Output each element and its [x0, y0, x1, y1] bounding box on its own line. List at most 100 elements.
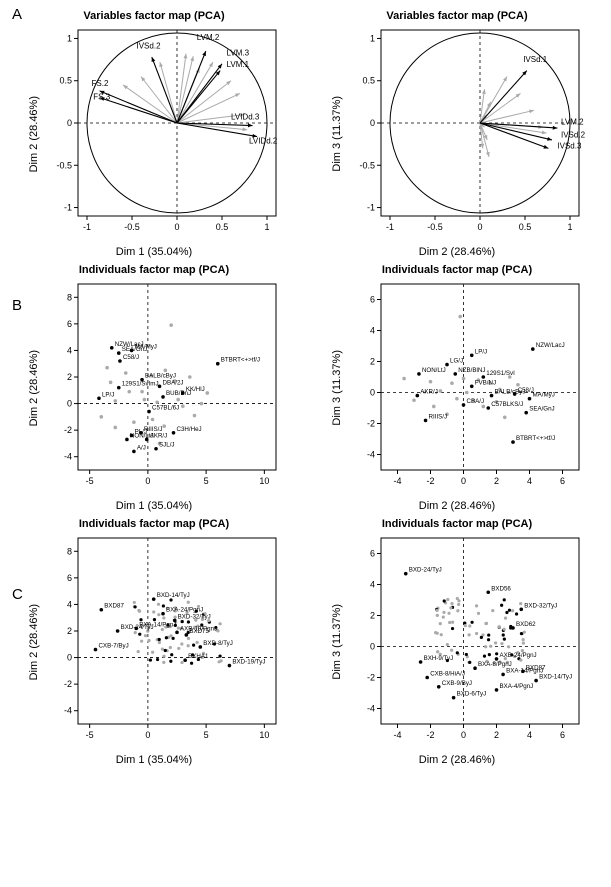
svg-text:CBA/J: CBA/J — [467, 398, 485, 405]
svg-text:IVSd.2: IVSd.2 — [561, 130, 585, 139]
svg-text:LG/J: LG/J — [450, 358, 463, 365]
svg-text:0: 0 — [370, 118, 375, 128]
svg-text:1: 1 — [370, 33, 375, 43]
svg-text:-0.5: -0.5 — [56, 160, 72, 170]
svg-text:4: 4 — [370, 326, 375, 336]
chart-a-left: Variables factor map (PCA) Dim 2 (28.46%… — [14, 10, 294, 258]
svg-text:IVSd.2: IVSd.2 — [137, 42, 162, 51]
ylab-c-right: Dim 3 (11.37%) — [329, 604, 345, 680]
svg-text:BXA-4/PgnJ: BXA-4/PgnJ — [500, 683, 534, 690]
svg-text:6: 6 — [560, 730, 565, 740]
svg-text:2: 2 — [67, 372, 72, 382]
svg-text:-5: -5 — [86, 476, 94, 486]
svg-text:10: 10 — [259, 730, 269, 740]
svg-text:0: 0 — [67, 118, 72, 128]
svg-text:2: 2 — [67, 626, 72, 636]
xlab-c-left: Dim 1 (35.04%) — [116, 754, 192, 766]
svg-text:BXD-8/TyJ: BXD-8/TyJ — [203, 640, 233, 647]
svg-text:BXA-14/PgnJ: BXA-14/PgnJ — [139, 621, 176, 628]
svg-text:-1: -1 — [367, 203, 375, 213]
svg-text:0: 0 — [370, 642, 375, 652]
svg-text:129S1/SvI: 129S1/SvI — [486, 370, 515, 377]
svg-text:BTBRT<+>tf/J: BTBRT<+>tf/J — [516, 435, 555, 442]
chart-b-right: Individuals factor map (PCA) Dim 3 (11.3… — [317, 264, 597, 512]
svg-text:BXA-8/PgnJ: BXA-8/PgnJ — [478, 661, 512, 668]
svg-text:C3H/HeJ: C3H/HeJ — [177, 426, 202, 433]
svg-text:BXD87: BXD87 — [104, 603, 124, 610]
svg-text:BXD-14/TyJ: BXD-14/TyJ — [157, 592, 190, 599]
svg-text:C58/J: C58/J — [518, 387, 534, 394]
title-a-left: Variables factor map (PCA) — [83, 10, 224, 22]
svg-text:0: 0 — [67, 399, 72, 409]
svg-text:AXB-24/PgnJ: AXB-24/PgnJ — [500, 652, 537, 659]
svg-text:LVIDd.2: LVIDd.2 — [249, 136, 278, 145]
svg-text:5: 5 — [204, 476, 209, 486]
svg-text:C57BLKS/J: C57BLKS/J — [491, 401, 523, 408]
svg-text:BXD-6/TyJ: BXD-6/TyJ — [457, 691, 487, 698]
svg-text:A/J: A/J — [137, 444, 146, 451]
chart-c-right: Individuals factor map (PCA) Dim 3 (11.3… — [317, 518, 597, 766]
plot-b-left: -50510-4-202468NZW/LacJSEA/GnJMA/MyJC58/… — [42, 278, 282, 498]
svg-text:LP/J: LP/J — [102, 391, 114, 398]
svg-text:0: 0 — [145, 476, 150, 486]
xlab-a-right: Dim 2 (28.46%) — [419, 246, 495, 258]
title-c-left: Individuals factor map (PCA) — [79, 518, 229, 530]
svg-text:RIIIS/J: RIIIS/J — [429, 413, 448, 420]
svg-text:NZW/LacJ: NZW/LacJ — [536, 342, 565, 349]
svg-text:-0.5: -0.5 — [427, 222, 443, 232]
svg-text:BXD75: BXD75 — [189, 628, 209, 635]
svg-text:4: 4 — [67, 599, 72, 609]
svg-text:IVSd.1: IVSd.1 — [523, 55, 548, 64]
svg-text:FS.3: FS.3 — [93, 92, 110, 101]
svg-text:8: 8 — [67, 292, 72, 302]
svg-text:-1: -1 — [64, 203, 72, 213]
chart-a-right: Variables factor map (PCA) Dim 3 (11.37%… — [317, 10, 597, 258]
svg-text:BTBRT<+>tf/J: BTBRT<+>tf/J — [221, 357, 260, 364]
svg-text:-1: -1 — [386, 222, 394, 232]
svg-text:-2: -2 — [426, 730, 434, 740]
title-a-right: Variables factor map (PCA) — [386, 10, 527, 22]
svg-text:AKR/J: AKR/J — [150, 432, 168, 439]
svg-text:-2: -2 — [64, 679, 72, 689]
svg-text:FVB/NJ: FVB/NJ — [475, 379, 496, 386]
svg-text:MA/MyJ: MA/MyJ — [135, 343, 157, 350]
svg-text:-2: -2 — [426, 476, 434, 486]
svg-text:IVSd.3: IVSd.3 — [557, 141, 582, 150]
svg-text:-4: -4 — [393, 730, 401, 740]
svg-text:-1: -1 — [83, 222, 91, 232]
svg-text:6: 6 — [67, 573, 72, 583]
svg-text:-5: -5 — [86, 730, 94, 740]
svg-text:FS.2: FS.2 — [92, 79, 109, 88]
svg-text:0: 0 — [370, 388, 375, 398]
ylab-b-left: Dim 2 (28.46%) — [26, 350, 42, 426]
svg-text:C57BL/6J: C57BL/6J — [152, 405, 179, 412]
svg-text:-4: -4 — [367, 704, 375, 714]
title-b-right: Individuals factor map (PCA) — [382, 264, 532, 276]
ylab-a-right: Dim 3 (11.37%) — [329, 96, 345, 172]
svg-text:0.5: 0.5 — [59, 76, 72, 86]
svg-text:2: 2 — [370, 611, 375, 621]
svg-text:SJL/J: SJL/J — [159, 442, 174, 449]
svg-text:BXD62: BXD62 — [516, 621, 536, 628]
svg-text:C58/J: C58/J — [123, 354, 139, 361]
svg-text:0: 0 — [477, 222, 482, 232]
svg-text:6: 6 — [370, 549, 375, 559]
chart-c-left: Individuals factor map (PCA) Dim 2 (28.4… — [14, 518, 294, 766]
plot-c-left: -50510-4-202468BXD87BXD-14/TyJBXA-24/Pgn… — [42, 532, 282, 752]
svg-text:-4: -4 — [367, 450, 375, 460]
chart-b-left: Individuals factor map (PCA) Dim 2 (28.4… — [14, 264, 294, 512]
svg-text:0.5: 0.5 — [519, 222, 532, 232]
svg-text:2: 2 — [370, 357, 375, 367]
plot-b-right: -4-20246-4-20246NZW/LacJLP/JLG/JNON/LtJ1… — [345, 278, 585, 498]
title-c-right: Individuals factor map (PCA) — [382, 518, 532, 530]
xlab-a-left: Dim 1 (35.04%) — [116, 246, 192, 258]
svg-text:129S1/SvImJ: 129S1/SvImJ — [122, 381, 159, 388]
svg-text:BXD-14/TyJ: BXD-14/TyJ — [539, 674, 572, 681]
svg-text:1: 1 — [264, 222, 269, 232]
ylab-c-left: Dim 2 (28.46%) — [26, 604, 42, 680]
panel-letter-b: B — [12, 297, 22, 314]
svg-text:4: 4 — [527, 476, 532, 486]
svg-text:2: 2 — [494, 476, 499, 486]
figure-root: A B C Variables factor map (PCA) Dim 2 (… — [0, 0, 611, 887]
svg-text:-0.5: -0.5 — [124, 222, 140, 232]
